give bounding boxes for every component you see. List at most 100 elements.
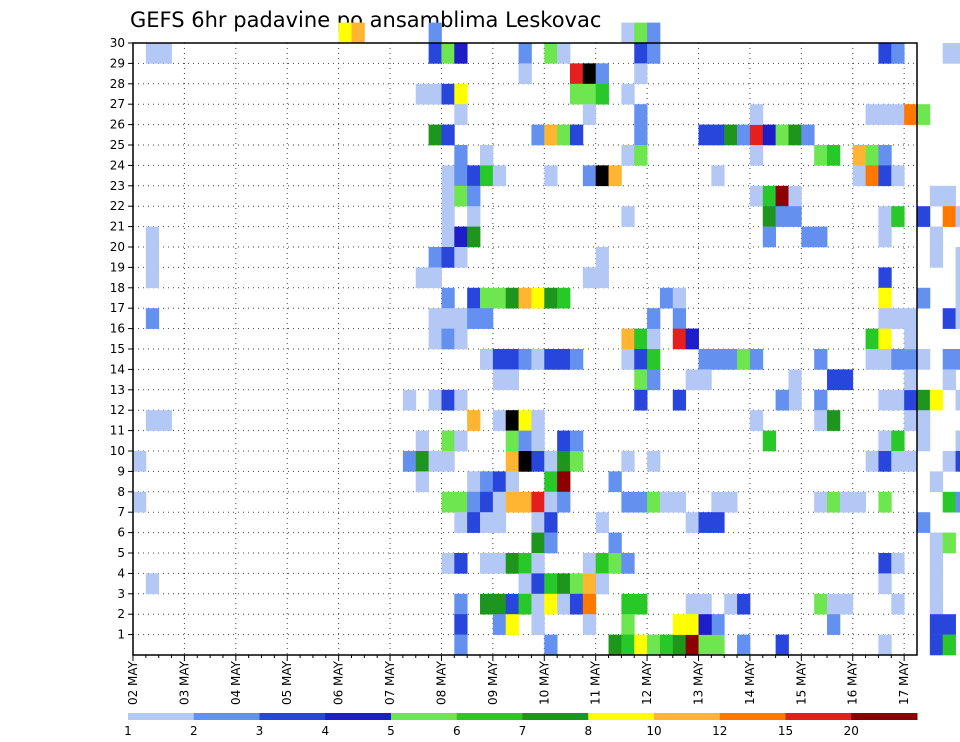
heatmap-cell (145, 226, 160, 248)
heatmap-cell (492, 369, 507, 391)
heatmap-cell (621, 451, 635, 472)
heatmap-cell (454, 247, 468, 268)
heatmap-cell (518, 553, 532, 574)
heatmap-cell (428, 451, 442, 472)
heatmap-cell (839, 369, 854, 391)
heatmap-cell (569, 430, 584, 452)
heatmap-cell (749, 185, 764, 207)
heatmap-cell (647, 634, 661, 656)
heatmap-cell (955, 389, 960, 411)
heatmap-cell (737, 634, 751, 656)
heatmap-cell (929, 185, 944, 207)
heatmap-cell (582, 593, 597, 615)
heatmap-cell (582, 104, 597, 125)
heatmap-cell (415, 451, 429, 472)
heatmap-cell (634, 328, 648, 350)
heatmap-cell (891, 104, 905, 125)
colorbar-label: 7 (519, 724, 527, 738)
colorbar-swatch (785, 713, 852, 720)
heatmap-cell (595, 165, 609, 187)
heatmap-cell (749, 124, 764, 146)
heatmap-cell (724, 349, 738, 370)
heatmap-cell (441, 287, 455, 309)
heatmap-cell (454, 430, 468, 452)
heatmap-cell (942, 614, 956, 635)
heatmap-cell (467, 512, 481, 533)
heatmap-cell (492, 287, 507, 309)
x-tick-label: 03 MAY (177, 660, 191, 705)
heatmap-cell (544, 491, 558, 513)
heatmap-cell (878, 43, 892, 64)
heatmap-cell (608, 471, 622, 493)
heatmap-cell (814, 389, 828, 411)
colorbar-label: 20 (844, 724, 859, 738)
heatmap-cell (441, 185, 455, 207)
heatmap-cell (904, 369, 918, 391)
heatmap-cell (659, 634, 674, 656)
heatmap-cell (749, 410, 764, 431)
y-tick-label: 1 (117, 628, 125, 642)
heatmap-cell (762, 124, 777, 146)
heatmap-cell (441, 430, 455, 452)
heatmap-cell (737, 124, 751, 146)
heatmap-cell (827, 593, 841, 615)
heatmap-cell (711, 124, 725, 146)
heatmap-cell (775, 389, 789, 411)
heatmap-cell (505, 491, 519, 513)
heatmap-cell (852, 145, 866, 166)
heatmap-cell (518, 451, 532, 472)
y-tick-label: 14 (110, 362, 125, 376)
y-axis: 1234567891011121314151617181920212223242… (110, 36, 133, 642)
x-tick-label: 13 MAY (692, 660, 706, 705)
heatmap-cell (955, 430, 960, 452)
heatmap-cell (531, 410, 545, 431)
y-tick-label: 4 (117, 566, 125, 580)
heatmap-cell (839, 593, 854, 615)
heatmap-cell (480, 512, 494, 533)
heatmap-cell (595, 573, 609, 595)
x-tick-label: 06 MAY (332, 660, 346, 705)
heatmap-cell (454, 634, 468, 656)
heatmap-cell (929, 471, 944, 493)
heatmap-cell (608, 634, 622, 656)
heatmap-cell (672, 308, 687, 329)
heatmap-cell (569, 349, 584, 370)
y-tick-label: 21 (110, 220, 125, 234)
heatmap-cell (942, 308, 956, 329)
heatmap-cell (711, 614, 725, 635)
heatmap-cell (441, 491, 455, 513)
heatmap-cell (929, 553, 944, 574)
heatmap-cell (492, 593, 507, 615)
heatmap-cell (942, 634, 956, 656)
heatmap-cell (557, 491, 571, 513)
heatmap-cell (634, 63, 648, 85)
heatmap-cell (518, 593, 532, 615)
x-tick-label: 12 MAY (640, 660, 654, 705)
heatmap-cell (505, 471, 519, 493)
heatmap-cell (492, 512, 507, 533)
heatmap-cell (505, 410, 519, 431)
x-tick-label: 17 MAY (897, 660, 911, 705)
heatmap-cell (955, 491, 960, 513)
y-tick-label: 5 (117, 546, 125, 560)
heatmap-cell (621, 145, 635, 166)
colorbar-label: 4 (321, 724, 329, 738)
heatmap-cell (595, 63, 609, 85)
heatmap-cell (904, 104, 918, 125)
heatmap-cell (505, 593, 519, 615)
heatmap-cell (454, 389, 468, 411)
heatmap-cell (775, 185, 789, 207)
heatmap-cell (621, 328, 635, 350)
heatmap-cell (891, 43, 905, 64)
heatmap-cell (647, 451, 661, 472)
y-tick-label: 20 (110, 240, 125, 254)
heatmap-cell (454, 614, 468, 635)
heatmap-cell (634, 349, 648, 370)
heatmap-cell (891, 308, 905, 329)
heatmap-cell (775, 206, 789, 227)
heatmap-cell (621, 634, 635, 656)
heatmap-cell (634, 369, 648, 391)
heatmap-cell (814, 593, 828, 615)
heatmap-cell (544, 512, 558, 533)
heatmap-cell (415, 430, 429, 452)
